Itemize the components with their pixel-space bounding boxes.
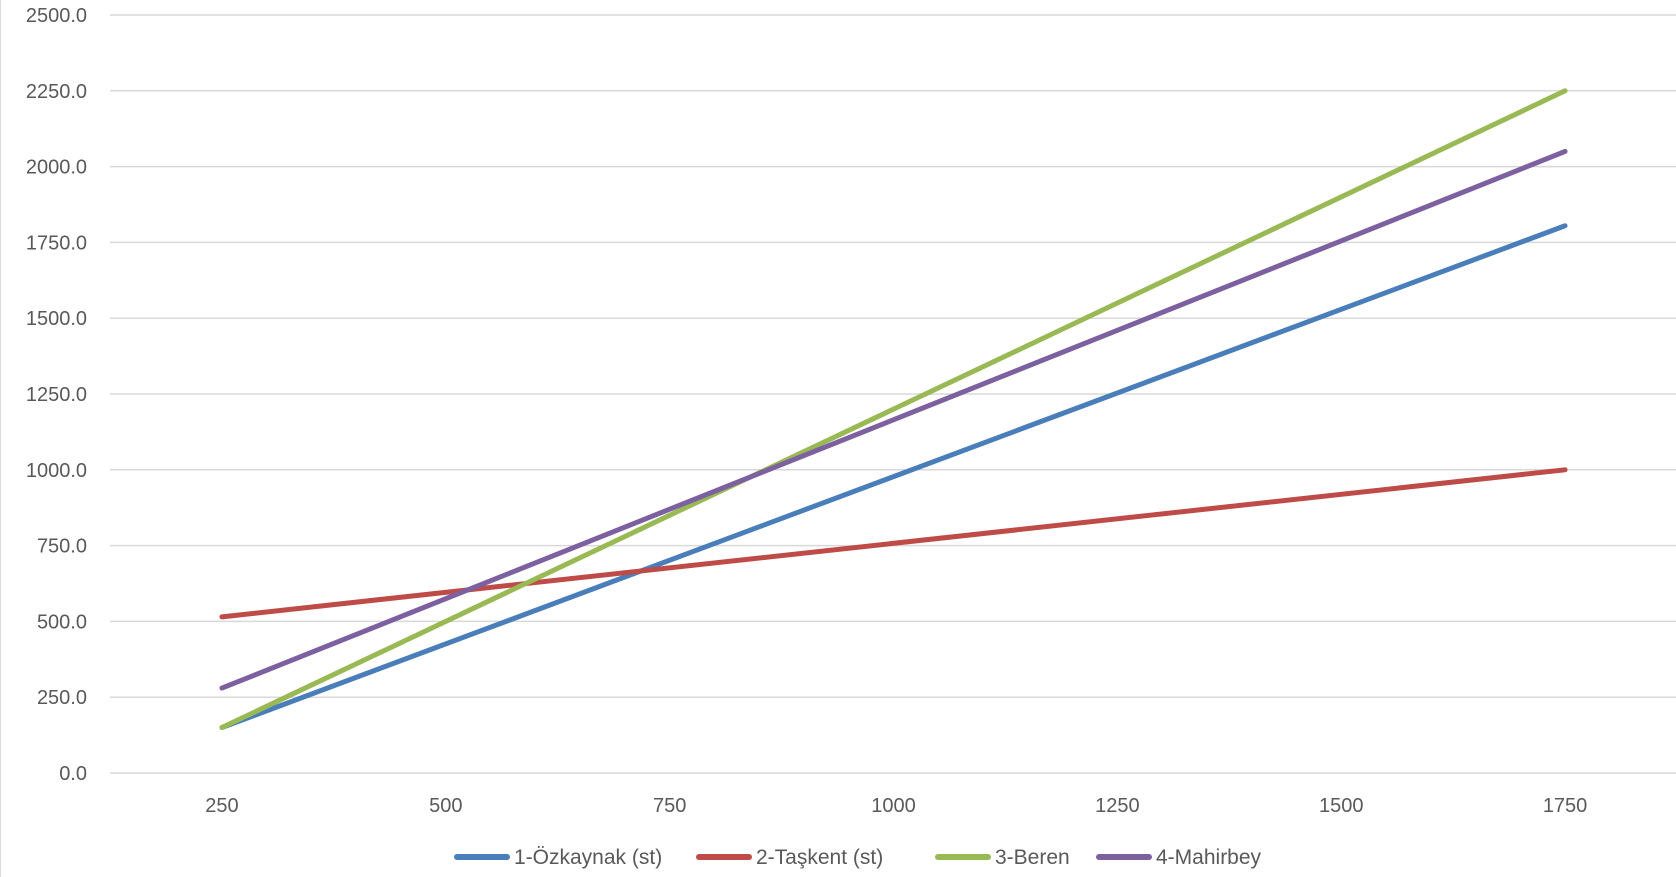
y-tick-label: 500.0 bbox=[37, 611, 87, 633]
y-tick-label: 1500.0 bbox=[26, 308, 87, 330]
y-axis-tick-labels: 0.0 250.0 500.0 750.0 1000.0 1250.0 1500.0 1750… bbox=[26, 5, 87, 785]
y-tick-label: 250.0 bbox=[37, 687, 87, 709]
y-tick-label: 750.0 bbox=[37, 536, 87, 558]
legend-label: 1-Özkaynak (st) bbox=[514, 846, 662, 869]
series-line-3 bbox=[219, 88, 1568, 731]
y-tick-label: 2000.0 bbox=[26, 157, 87, 179]
legend-label: 3-Beren bbox=[995, 846, 1070, 869]
legend-label: 4-Mahirbey bbox=[1156, 846, 1262, 869]
legend-item-4: 4-Mahirbey bbox=[1096, 846, 1262, 869]
x-tick-label: 1000 bbox=[871, 795, 916, 817]
series-line-2 bbox=[219, 467, 1568, 620]
legend-label: 2-Taşkent (st) bbox=[756, 846, 883, 869]
x-axis-tick-labels: 250 500 750 1000 1250 1500 1750 bbox=[205, 795, 1587, 817]
y-tick-label: 1250.0 bbox=[26, 384, 87, 406]
x-tick-label: 1500 bbox=[1319, 795, 1364, 817]
y-tick-label: 2500.0 bbox=[26, 5, 87, 27]
x-tick-label: 1750 bbox=[1543, 795, 1588, 817]
x-tick-label: 500 bbox=[429, 795, 462, 817]
legend-item-2: 2-Taşkent (st) bbox=[696, 846, 883, 869]
y-tick-label: 0.0 bbox=[59, 763, 87, 785]
legend: 1-Özkaynak (st) 2-Taşkent (st) 3-Beren 4-Ma… bbox=[454, 846, 1262, 869]
y-tick-label: 1000.0 bbox=[26, 460, 87, 482]
gridlines bbox=[110, 14, 1676, 774]
x-tick-label: 1250 bbox=[1095, 795, 1140, 817]
series-line-4 bbox=[219, 148, 1568, 691]
x-tick-label: 750 bbox=[653, 795, 686, 817]
y-tick-label: 1750.0 bbox=[26, 232, 87, 254]
legend-item-1: 1-Özkaynak (st) bbox=[454, 846, 662, 869]
series-line-1 bbox=[219, 223, 1568, 731]
x-tick-label: 250 bbox=[205, 795, 238, 817]
legend-item-3: 3-Beren bbox=[935, 846, 1070, 869]
series-lines bbox=[219, 88, 1568, 731]
y-tick-label: 2250.0 bbox=[26, 81, 87, 103]
